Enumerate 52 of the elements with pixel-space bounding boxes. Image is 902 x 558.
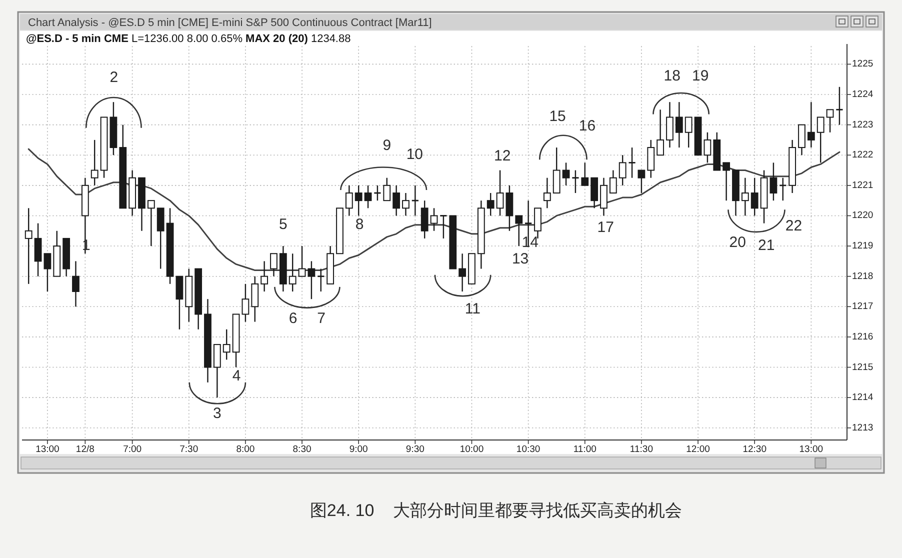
y-tick-label: 1218 [852,270,874,282]
x-tick-label: 13:00 [799,444,824,455]
annotation: 10 [406,146,424,164]
x-tick-label: 9:30 [406,444,424,455]
annotation: 19 [692,67,709,84]
annotation: 15 [549,108,566,126]
annotation: 6 [288,310,298,327]
x-tick-label: 11:00 [573,444,596,455]
x-tick-label: 13:00 [36,444,60,455]
y-tick-label: 1213 [852,422,874,434]
annotation: 4 [232,367,241,384]
chart-subtitle: @ES.D - 5 min CME L=1236.00 8.00 0.65% MAX 20 (20) 1234.88 [26,33,351,45]
x-tick-label: 12:30 [742,444,766,455]
y-tick-label: 1224 [852,89,874,100]
x-tick-label: 9:00 [349,444,368,455]
y-tick-label: 1214 [852,392,874,404]
annotation: 8 [355,216,364,233]
annotation: 5 [279,216,288,233]
annotation: 3 [213,405,222,422]
annotation: 9 [382,136,392,154]
annotation: 22 [785,217,802,234]
x-tick-label: 8:00 [236,444,255,455]
y-tick-label: 1217 [852,301,874,312]
x-tick-label: 11:30 [630,444,653,455]
annotation: 20 [729,234,746,251]
y-tick-label: 1215 [852,362,874,373]
x-tick-label: 10:30 [516,444,540,455]
caption: 图24. 10 大部分时间里都要寻找低买高卖的机会 [310,501,682,520]
y-tick-label: 1220 [852,210,874,222]
annotation: 17 [597,218,614,236]
annotation: 12 [494,148,511,165]
chart-title: Chart Analysis - @ES.D 5 min [CME] E-mini S&P 500 Continuous Contract [Mar11] [28,17,432,29]
annotation: 2 [110,68,118,86]
y-tick-label: 1225 [852,58,874,70]
annotation: 18 [664,67,680,84]
annotation: 16 [578,117,596,134]
annotation: 14 [522,234,539,251]
x-tick-label: 8:30 [292,444,312,455]
y-tick-label: 1222 [852,150,874,161]
x-tick-label: 12:00 [686,444,710,455]
x-tick-label: 7:30 [180,444,198,455]
x-tick-label: 12/8 [76,444,94,455]
annotation: 7 [317,310,326,327]
y-tick-label: 1219 [852,240,874,252]
y-tick-label: 1216 [852,331,874,342]
y-tick-label: 1221 [852,180,874,191]
annotation: 21 [758,237,775,254]
x-tick-label: 10:00 [460,444,484,455]
y-tick-label: 1223 [852,119,874,130]
x-tick-label: 7:00 [123,444,142,455]
annotation: 11 [464,300,480,318]
annotation: 13 [512,250,529,268]
